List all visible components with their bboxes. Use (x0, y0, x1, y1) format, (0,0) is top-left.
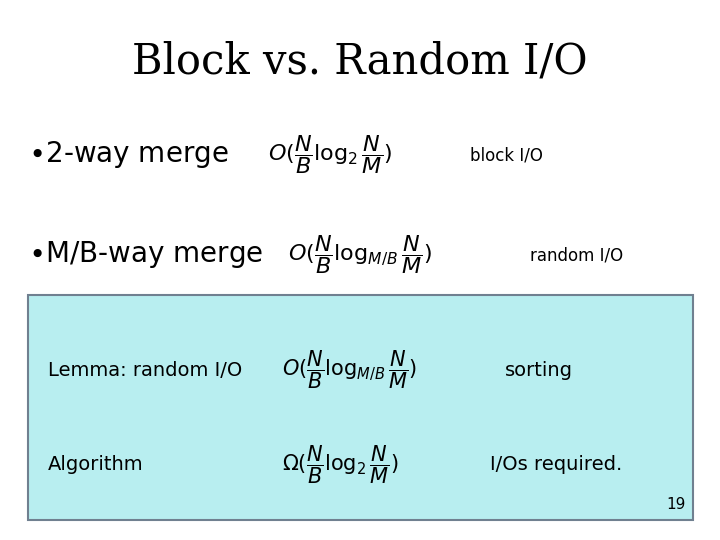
Text: Lemma: random I/O: Lemma: random I/O (48, 361, 242, 380)
Text: $O(\dfrac{N}{B}\log_2 \dfrac{N}{M})$: $O(\dfrac{N}{B}\log_2 \dfrac{N}{M})$ (268, 133, 392, 177)
Text: $\bullet$2-way merge: $\bullet$2-way merge (28, 139, 229, 171)
Text: block I/O: block I/O (470, 146, 543, 164)
FancyBboxPatch shape (28, 295, 693, 520)
Text: Algorithm: Algorithm (48, 456, 143, 475)
Text: $O(\dfrac{N}{B}\log_{M/B} \dfrac{N}{M})$: $O(\dfrac{N}{B}\log_{M/B} \dfrac{N}{M})$ (288, 233, 432, 276)
Text: sorting: sorting (505, 361, 573, 380)
Text: Block vs. Random I/O: Block vs. Random I/O (132, 40, 588, 82)
Text: I/Os required.: I/Os required. (490, 456, 622, 475)
Text: 19: 19 (667, 497, 686, 512)
Text: random I/O: random I/O (530, 246, 623, 264)
Text: $\Omega(\dfrac{N}{B}\log_2 \dfrac{N}{M})$: $\Omega(\dfrac{N}{B}\log_2 \dfrac{N}{M})… (282, 444, 398, 486)
Text: $\bullet$M/B-way merge: $\bullet$M/B-way merge (28, 240, 264, 271)
Text: $O(\dfrac{N}{B}\log_{M/B} \dfrac{N}{M})$: $O(\dfrac{N}{B}\log_{M/B} \dfrac{N}{M})$ (282, 349, 418, 392)
